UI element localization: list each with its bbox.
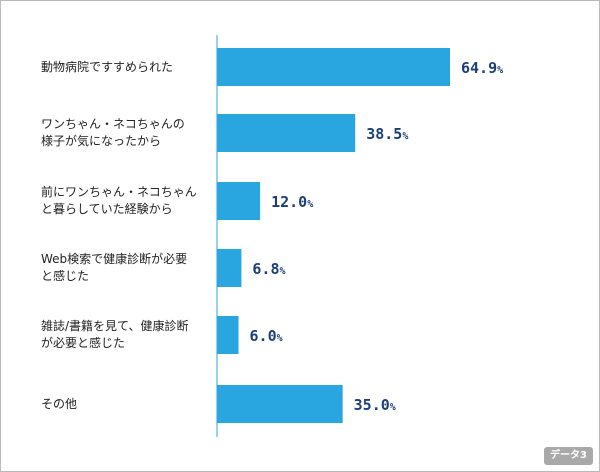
- value-label-5: 35.0%: [354, 396, 396, 414]
- value-label-1: 38.5%: [366, 125, 408, 143]
- category-label-3: Web検索で健康診断が必要 と感じた: [41, 252, 188, 283]
- bar-0: [217, 48, 450, 86]
- bar-1: [217, 114, 356, 152]
- category-label-4: 雑誌/書籍を見て、健康診断 が必要と感じた: [41, 319, 189, 350]
- value-label-4: 6.0%: [250, 327, 283, 345]
- bar-3: [217, 249, 242, 287]
- bar-4: [217, 316, 239, 354]
- value-label-3: 6.8%: [252, 260, 285, 278]
- data-badge: データ3: [544, 447, 593, 465]
- category-label-2: 前にワンちゃん・ネコちゃん と暮らしていた経験から: [41, 185, 197, 216]
- bar-2: [217, 182, 261, 220]
- value-label-2: 12.0%: [271, 193, 313, 211]
- category-label-1: ワンちゃん・ネコちゃんの 様子が気になったから: [41, 117, 185, 148]
- category-label-0: 動物病院ですすめられた: [41, 59, 174, 74]
- bar-5: [217, 385, 343, 423]
- category-label-5: その他: [41, 396, 78, 411]
- value-label-0: 64.9%: [461, 59, 503, 77]
